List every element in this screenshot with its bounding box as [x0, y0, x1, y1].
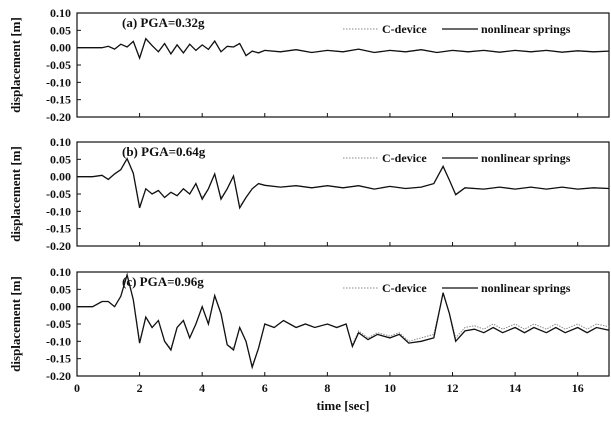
x-tick-label: 8 — [324, 381, 330, 395]
panel-title: (c) PGA=0.96g — [122, 274, 204, 289]
y-tick-label: -0.10 — [46, 334, 71, 348]
series-line-nonlinear-springs — [77, 157, 610, 210]
legend-label-nonlinear-springs: nonlinear springs — [481, 151, 571, 165]
x-tick-label: 4 — [199, 381, 205, 395]
x-tick-label: 2 — [137, 381, 143, 395]
legend: C-device nonlinear springs — [343, 281, 571, 295]
legend: C-device nonlinear springs — [343, 22, 571, 36]
y-tick-label: 0.00 — [50, 300, 71, 314]
panel-b: 0.10 0.05 0.00 -0.05 -0.10 -0.15 -0.20 displace… — [8, 135, 610, 253]
panel-title: (b) PGA=0.64g — [122, 144, 206, 159]
panel-a: 0.10 0.05 0.00 -0.05 -0.10 -0.15 -0.20 displace… — [8, 6, 610, 124]
y-tick-label: 0.00 — [50, 41, 71, 55]
series-line-nonlinear-springs — [77, 272, 610, 370]
y-tick-label: 0.10 — [50, 135, 71, 149]
y-tick-label: -0.15 — [46, 222, 71, 236]
x-tick-label: 12 — [447, 381, 459, 395]
y-axis-label: displacement [m] — [8, 17, 23, 113]
legend-label-c-device: C-device — [382, 281, 427, 295]
x-tick-label: 10 — [384, 381, 396, 395]
legend-label-c-device: C-device — [382, 151, 427, 165]
series-line-c-device — [77, 158, 610, 208]
y-tick-label: -0.15 — [46, 93, 71, 107]
x-tick-label: 0 — [74, 381, 80, 395]
y-axis-label: displacement [m] — [8, 276, 23, 372]
y-tick-label: -0.20 — [46, 239, 71, 253]
panel-c: 0.10 0.05 0.00 -0.05 -0.10 -0.15 -0.200 2 4 6 8 10 1… — [8, 265, 610, 413]
x-tick-label: 6 — [262, 381, 268, 395]
legend-label-nonlinear-springs: nonlinear springs — [481, 22, 571, 36]
y-tick-label: -0.10 — [46, 75, 71, 89]
x-axis-label: time [sec] — [316, 398, 369, 413]
y-tick-label: -0.20 — [46, 369, 71, 383]
y-tick-label: 0.00 — [50, 170, 71, 184]
y-tick-label: 0.05 — [50, 23, 71, 37]
y-tick-label: 0.10 — [50, 265, 71, 279]
x-tick-label: 14 — [509, 381, 521, 395]
legend-label-c-device: C-device — [382, 22, 427, 36]
legend-label-nonlinear-springs: nonlinear springs — [481, 281, 571, 295]
y-tick-label: -0.05 — [46, 317, 71, 331]
y-tick-label: -0.05 — [46, 58, 71, 72]
y-axis-label: displacement [m] — [8, 146, 23, 242]
legend: C-device nonlinear springs — [343, 151, 571, 165]
y-tick-label: 0.05 — [50, 282, 71, 296]
y-tick-label: -0.20 — [46, 110, 71, 124]
y-tick-label: -0.15 — [46, 352, 71, 366]
y-tick-label: -0.10 — [46, 204, 71, 218]
y-tick-label: 0.05 — [50, 152, 71, 166]
series-line-c-device — [77, 38, 610, 59]
y-tick-label: 0.10 — [50, 6, 71, 20]
y-tick-label: -0.05 — [46, 187, 71, 201]
x-tick-label: 16 — [572, 381, 584, 395]
series-line-nonlinear-springs — [77, 37, 610, 61]
panel-title: (a) PGA=0.32g — [122, 15, 205, 30]
